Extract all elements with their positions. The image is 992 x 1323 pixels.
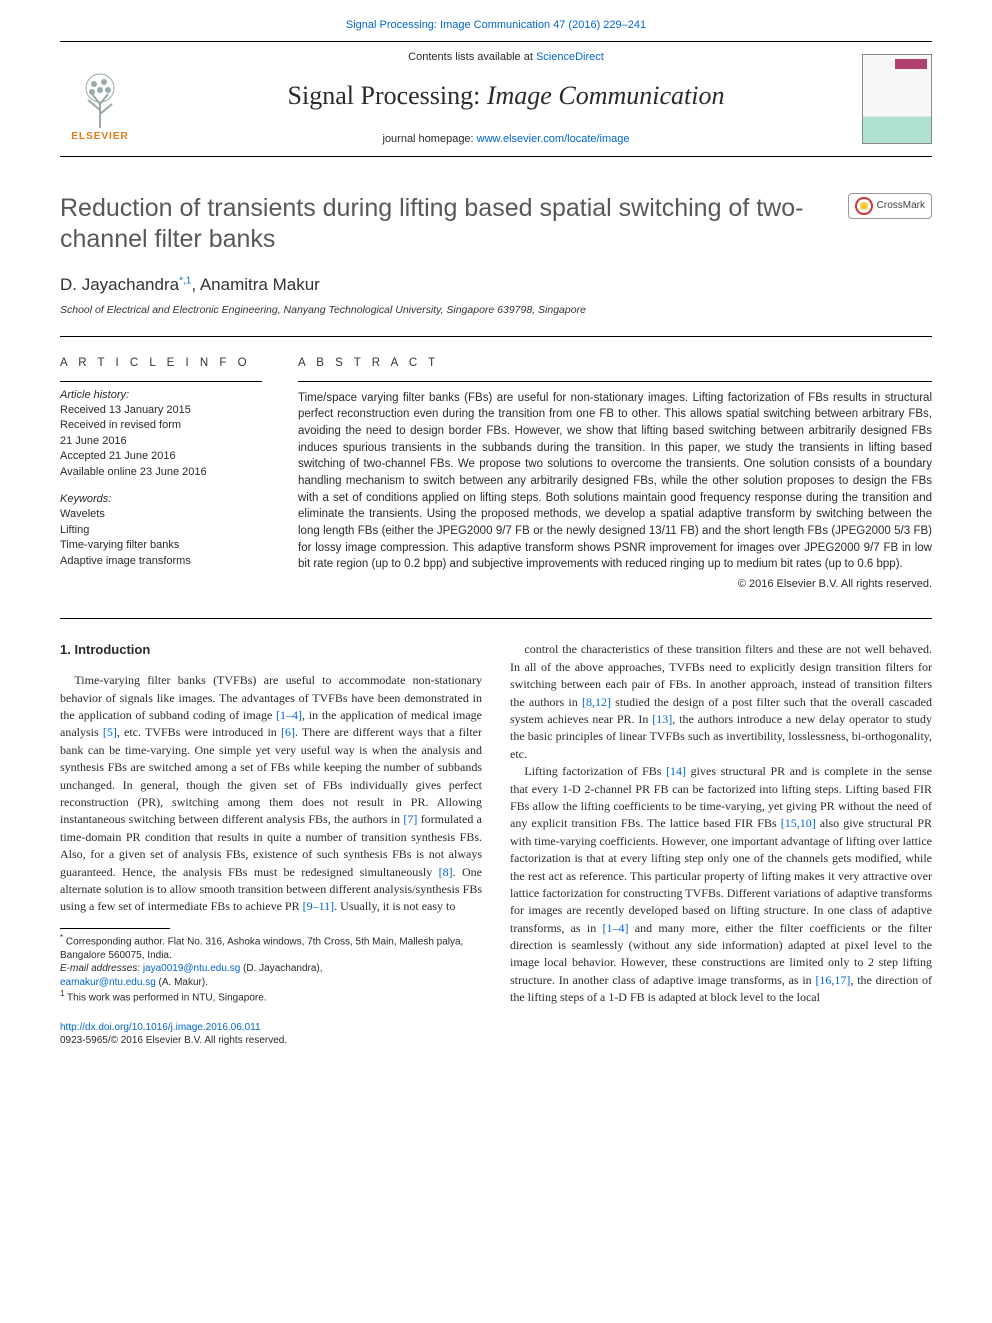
author-1: D. Jayachandra [60, 275, 179, 294]
running-head-link[interactable]: Signal Processing: Image Communication 4… [346, 19, 646, 31]
author-2: Anamitra Makur [200, 275, 320, 294]
journal-header: ELSEVIER Contents lists available at Sci… [60, 41, 932, 156]
history-received: Received 13 January 2015 [60, 403, 262, 418]
citation-link[interactable]: [9–11] [303, 899, 335, 913]
body-right-p1: control the characteristics of these tra… [510, 641, 932, 763]
crossmark-col: CrossMark [822, 193, 932, 318]
footnote-emails-2: eamakur@ntu.edu.sg (A. Makur). [60, 976, 482, 990]
journal-cover-thumb: IMAGE [862, 54, 932, 144]
footnote-1: 1 This work was performed in NTU, Singap… [60, 989, 482, 1005]
email-label: E-mail addresses: [60, 963, 143, 974]
fn1-text: This work was performed in NTU, Singapor… [64, 992, 266, 1003]
citation-link[interactable]: [13] [652, 712, 672, 726]
elsevier-tree-icon [70, 70, 130, 130]
body-left-p1: Time-varying filter banks (TVFBs) are us… [60, 672, 482, 915]
doi-block: http://dx.doi.org/10.1016/j.image.2016.0… [60, 1021, 932, 1048]
history-head: Article history: [60, 388, 262, 403]
citation-link[interactable]: [8,12] [582, 695, 611, 709]
doi-link[interactable]: http://dx.doi.org/10.1016/j.image.2016.0… [60, 1022, 261, 1033]
history-revised-b: 21 June 2016 [60, 434, 262, 449]
history-revised-a: Received in revised form [60, 418, 262, 433]
keyword-2: Lifting [60, 523, 262, 538]
email-1-link[interactable]: jaya0019@ntu.edu.sg [143, 963, 240, 974]
abstract-rule [298, 381, 932, 382]
keyword-3: Time-varying filter banks [60, 538, 262, 553]
elsevier-logo: ELSEVIER [60, 54, 140, 144]
sciencedirect-link[interactable]: ScienceDirect [536, 51, 604, 63]
journal-name-b: Image Communication [487, 81, 725, 110]
corr-text: Corresponding author. Flat No. 316, Asho… [60, 936, 463, 961]
article-info: A R T I C L E I N F O Article history: R… [60, 337, 280, 611]
contents-line: Contents lists available at ScienceDirec… [150, 50, 862, 65]
article-title: Reduction of transients during lifting b… [60, 193, 822, 256]
author-sep: , [191, 275, 200, 294]
abstract: A B S T R A C T Time/space varying filte… [280, 337, 932, 611]
citation-link[interactable]: [16,17] [815, 973, 850, 987]
rule-above-body [60, 618, 932, 619]
affiliation: School of Electrical and Electronic Engi… [60, 303, 822, 318]
citation-link[interactable]: [1–4] [276, 708, 302, 722]
crossmark-badge[interactable]: CrossMark [848, 193, 932, 219]
crossmark-icon [855, 197, 873, 215]
citation-link[interactable]: [5] [103, 725, 117, 739]
citation-link[interactable]: [6] [281, 725, 295, 739]
email-2-link[interactable]: eamakur@ntu.edu.sg [60, 977, 156, 988]
abstract-text: Time/space varying filter banks (FBs) ar… [298, 390, 932, 573]
journal-name: Signal Processing: Image Communication [150, 78, 862, 114]
body-right-p2: Lifting factorization of FBs [14] gives … [510, 763, 932, 1006]
homepage-prefix: journal homepage: [382, 133, 476, 145]
elsevier-wordmark: ELSEVIER [71, 130, 128, 144]
authors: D. Jayachandra*,1, Anamitra Makur [60, 273, 822, 297]
citation-link[interactable]: [8] [439, 865, 453, 879]
title-block: Reduction of transients during lifting b… [60, 193, 932, 318]
footnote-rule [60, 928, 170, 929]
citation-link[interactable]: [7] [403, 812, 417, 826]
history-online: Available online 23 June 2016 [60, 465, 262, 480]
citation-link[interactable]: [15,10] [781, 816, 816, 830]
journal-name-a: Signal Processing: [288, 81, 487, 110]
running-head: Signal Processing: Image Communication 4… [0, 0, 992, 41]
title-text-col: Reduction of transients during lifting b… [60, 193, 822, 318]
citation-link[interactable]: [1–4] [603, 921, 629, 935]
body-col-right: control the characteristics of these tra… [510, 641, 932, 1006]
issn-line: 0923-5965/© 2016 Elsevier B.V. All right… [60, 1034, 932, 1048]
info-label: A R T I C L E I N F O [60, 355, 262, 371]
citation-link[interactable]: [14] [666, 764, 686, 778]
body-col-left: 1. Introduction Time-varying filter bank… [60, 641, 482, 1006]
email-1-name: (D. Jayachandra), [240, 963, 322, 974]
homepage-link[interactable]: www.elsevier.com/locate/image [477, 133, 630, 145]
body-columns: 1. Introduction Time-varying filter bank… [60, 641, 932, 1006]
header-center: Contents lists available at ScienceDirec… [150, 50, 862, 147]
info-abstract-row: A R T I C L E I N F O Article history: R… [60, 337, 932, 611]
contents-prefix: Contents lists available at [408, 51, 536, 63]
homepage-line: journal homepage: www.elsevier.com/locat… [150, 132, 862, 147]
author-1-sup: *,1 [179, 275, 191, 286]
footnote-emails: E-mail addresses: jaya0019@ntu.edu.sg (D… [60, 962, 482, 976]
history-accepted: Accepted 21 June 2016 [60, 449, 262, 464]
keyword-1: Wavelets [60, 507, 262, 522]
abstract-label: A B S T R A C T [298, 355, 932, 371]
info-rule [60, 381, 262, 382]
corr-sup: * [60, 933, 63, 942]
section-1-heading: 1. Introduction [60, 641, 482, 660]
footnote-corresponding: * Corresponding author. Flat No. 316, As… [60, 933, 482, 962]
crossmark-label: CrossMark [877, 199, 925, 213]
email-2-name: (A. Makur). [156, 977, 208, 988]
keyword-4: Adaptive image transforms [60, 554, 262, 569]
cover-top-label: IMAGE [902, 59, 927, 69]
keywords-head: Keywords: [60, 492, 262, 507]
abstract-copyright: © 2016 Elsevier B.V. All rights reserved… [298, 577, 932, 592]
